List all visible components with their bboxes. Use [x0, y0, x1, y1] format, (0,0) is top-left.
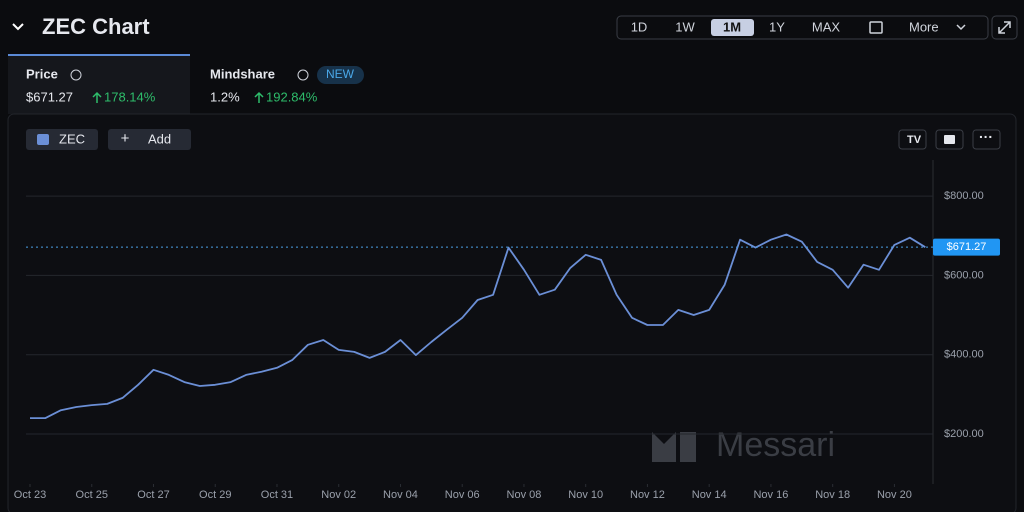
add-label: Add [148, 131, 171, 146]
calendar-icon[interactable] [869, 21, 883, 34]
watermark-logo [652, 432, 696, 462]
x-tick-label: Oct 31 [261, 489, 293, 501]
x-tick-label: Oct 23 [14, 489, 46, 501]
info-icon[interactable] [297, 69, 309, 81]
range-group [616, 15, 989, 40]
more-chevron [956, 24, 966, 31]
tab-label: Price [26, 66, 58, 81]
range-button[interactable]: 1D [631, 19, 648, 34]
x-tick-label: Nov 10 [568, 489, 603, 501]
y-tick-label: $800.00 [944, 190, 984, 202]
price-line [30, 233, 926, 419]
more-button[interactable]: More [909, 19, 939, 34]
last-price-badge [933, 238, 1000, 256]
range-button[interactable]: MAX [812, 19, 841, 34]
active-range-bg [711, 19, 754, 36]
collapse-icon[interactable] [12, 23, 24, 31]
x-tick-label: Nov 14 [692, 489, 727, 501]
x-tick-label: Nov 16 [753, 489, 788, 501]
series-swatch [37, 134, 49, 145]
page-title: ZEC Chart [42, 14, 150, 39]
series-name: ZEC [59, 131, 85, 146]
info-icon[interactable] [70, 69, 82, 81]
range-button[interactable]: 1Y [769, 19, 785, 34]
tv-icon: TV [907, 134, 922, 146]
x-tick-label: Oct 27 [137, 489, 169, 501]
badge-text: NEW [326, 67, 355, 81]
y-tick-label: $200.00 [944, 428, 984, 440]
x-tick-label: Nov 04 [383, 489, 418, 501]
price-tab[interactable] [8, 54, 190, 114]
camera-icon [944, 135, 955, 144]
plot: $200.00 $400.00 $600.00 $800.00 Oct 23 Oct 25… [14, 160, 1000, 501]
active-tab-indicator [8, 54, 190, 56]
x-tick-label: Nov 18 [815, 489, 850, 501]
add-button[interactable] [108, 129, 191, 150]
expand-button[interactable] [991, 15, 1018, 40]
up-arrow [254, 91, 264, 103]
x-tick-label: Nov 20 [877, 489, 912, 501]
range-button[interactable]: 1W [675, 19, 695, 34]
menu-button[interactable] [972, 129, 1001, 150]
tab-value: $671.27 [26, 89, 73, 104]
x-tick-label: Nov 08 [507, 489, 542, 501]
tab-change: 178.14% [104, 89, 156, 104]
camera-button[interactable] [935, 129, 964, 150]
y-tick-label: $600.00 [944, 269, 984, 281]
y-tick-label: $400.00 [944, 349, 984, 361]
x-tick-label: Oct 25 [76, 489, 108, 501]
up-arrow [92, 91, 102, 103]
watermark: Messari [716, 426, 835, 464]
tab-label[interactable]: Mindshare [210, 66, 275, 81]
badge [317, 66, 364, 84]
tv-button[interactable] [898, 129, 927, 150]
plus-icon: + [121, 130, 130, 147]
expand-icon [998, 21, 1011, 34]
tab-change: 192.84% [266, 89, 318, 104]
range-button[interactable]: 1M [723, 19, 741, 34]
x-tick-label: Oct 29 [199, 489, 231, 501]
last-price-label: $671.27 [947, 241, 987, 253]
x-tick-label: Nov 12 [630, 489, 665, 501]
chart-panel [7, 113, 1017, 512]
x-tick-label: Nov 02 [321, 489, 356, 501]
x-tick-label: Nov 06 [445, 489, 480, 501]
menu-icon: ··· [979, 129, 993, 145]
tab-value: 1.2% [210, 89, 240, 104]
